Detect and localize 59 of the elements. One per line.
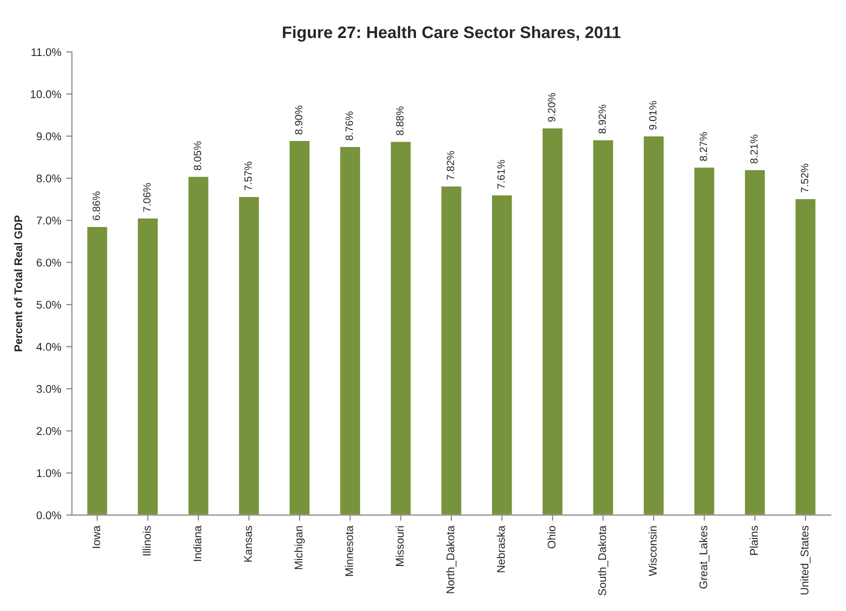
data-label: 6.86%	[92, 192, 100, 220]
bar	[794, 198, 817, 516]
bar	[389, 140, 412, 516]
y-axis-title: Percent of Total Real GDP	[14, 215, 22, 352]
bar	[490, 194, 514, 516]
y-tick-label: 7.0%	[36, 216, 62, 224]
x-tick-label: United_States	[800, 526, 811, 594]
y-tick-label: 10.0%	[30, 90, 62, 98]
y-tick-label: 3.0%	[36, 385, 62, 393]
data-label: 8.27%	[700, 132, 708, 161]
bar	[440, 185, 463, 516]
x-tick-label: Ohio	[547, 526, 556, 548]
bar	[136, 217, 160, 516]
bar	[187, 175, 210, 516]
y-tick-label: 5.0%	[36, 300, 62, 309]
x-tick-label: North_Dakota	[446, 525, 456, 594]
y-tick-label: 8.0%	[36, 174, 62, 182]
bar	[338, 146, 362, 516]
x-tick-label: South_Dakota	[598, 525, 608, 596]
bar	[238, 196, 260, 516]
x-tick-label: Iowa	[92, 525, 100, 548]
data-label: 7.52%	[800, 164, 808, 192]
x-tick-label: Michigan	[294, 526, 305, 570]
y-tick-label: 0.0%	[36, 511, 62, 520]
x-tick-label: Missouri	[396, 526, 404, 566]
x-tick-label: Nebraska	[496, 525, 505, 572]
y-tick-label: 11.0%	[32, 48, 62, 56]
bar	[744, 168, 766, 516]
data-label: 7.06%	[143, 183, 151, 212]
x-tick-label: Wisconsin	[648, 526, 657, 576]
y-tick-label: 9.0%	[36, 132, 62, 140]
x-tick-label: Minnesota	[344, 525, 354, 576]
data-label: 7.82%	[446, 151, 454, 180]
bar	[541, 127, 564, 516]
data-label: 9.01%	[649, 101, 656, 130]
y-tick-label: 6.0%	[36, 258, 62, 267]
x-tick-label: Plains	[750, 526, 758, 555]
data-label: 8.21%	[750, 134, 758, 164]
x-tick-label: Indiana	[193, 525, 202, 561]
bar	[642, 135, 666, 516]
data-label: 9.20%	[548, 93, 556, 122]
x-tick-label: Great_Lakes	[699, 526, 710, 589]
data-label: 8.90%	[294, 106, 302, 134]
data-label: 8.76%	[346, 112, 353, 140]
chart-title: Figure 27: Health Care Sector Shares, 2011	[282, 26, 620, 42]
data-label: 8.88%	[396, 106, 404, 136]
bar	[288, 140, 311, 516]
bar	[592, 138, 614, 516]
data-label: 8.05%	[194, 141, 202, 170]
data-label: 7.61%	[497, 160, 505, 189]
x-tick-label: Illinois	[142, 526, 151, 556]
y-tick-label: 2.0%	[36, 427, 62, 435]
y-tick-label: 4.0%	[36, 342, 62, 351]
bar	[692, 166, 716, 516]
x-tick-label: Kansas	[244, 526, 252, 562]
data-label: 7.57%	[244, 162, 252, 190]
data-label: 8.92%	[598, 104, 606, 134]
y-tick-label: 1.0%	[37, 469, 62, 478]
bar	[86, 226, 109, 516]
